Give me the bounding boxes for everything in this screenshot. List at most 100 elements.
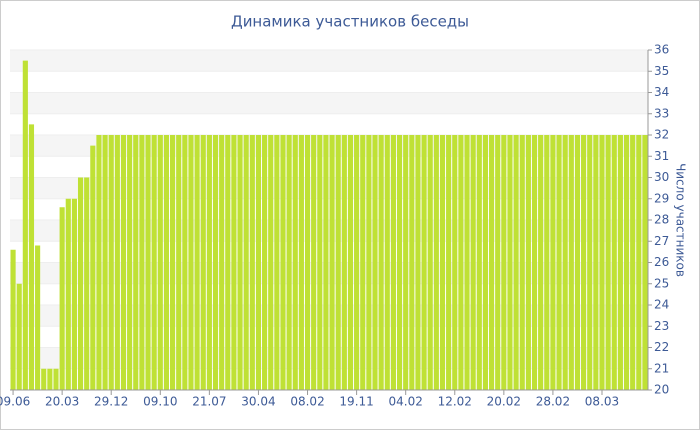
chart-title: Динамика участников беседы — [231, 13, 469, 31]
bar — [538, 135, 544, 390]
bar — [495, 135, 501, 390]
grid-band — [10, 92, 648, 114]
bar — [347, 135, 354, 390]
bar — [268, 135, 274, 390]
bar — [421, 135, 427, 390]
bar — [16, 283, 22, 390]
bar — [403, 135, 409, 390]
bar — [372, 135, 378, 390]
bar — [35, 245, 41, 390]
grid-band — [10, 347, 648, 369]
y-axis-label: Число участников — [674, 163, 688, 277]
bar — [90, 145, 96, 390]
x-tick-label: 30.04 — [241, 395, 275, 409]
x-tick-label: 08.02 — [290, 395, 324, 409]
bar — [476, 135, 482, 390]
bar — [396, 135, 403, 390]
y-tick-label: 34 — [654, 85, 669, 99]
bar — [354, 135, 360, 390]
y-tick-label: 33 — [654, 106, 669, 120]
x-tick-label: 09.10 — [143, 395, 177, 409]
bar — [556, 135, 562, 390]
y-tick-label: 30 — [654, 170, 669, 184]
bar — [458, 135, 464, 390]
bar — [298, 135, 304, 390]
bar — [292, 135, 298, 390]
bar — [212, 135, 219, 390]
bar — [335, 135, 341, 390]
bar — [464, 135, 470, 390]
bar — [280, 135, 286, 390]
x-tick-label: 12.02 — [438, 395, 472, 409]
bar — [366, 135, 372, 390]
bar — [77, 177, 84, 390]
bar — [200, 135, 206, 390]
y-tick-label: 32 — [654, 128, 669, 142]
x-tick-label: 08.03 — [585, 395, 619, 409]
bar — [636, 135, 642, 390]
y-tick-label: 20 — [654, 383, 669, 397]
bar — [151, 135, 157, 390]
bar — [127, 135, 133, 390]
bar — [599, 135, 605, 390]
bar — [605, 135, 611, 390]
bar — [525, 135, 531, 390]
bar — [446, 135, 452, 390]
bar — [182, 135, 188, 390]
y-tick-label: 29 — [654, 191, 669, 205]
bar — [568, 135, 574, 390]
y-tick-label: 24 — [654, 298, 669, 312]
bar — [53, 368, 59, 390]
bar — [84, 177, 90, 390]
bar — [593, 135, 599, 390]
bar — [581, 135, 587, 390]
bar — [206, 135, 212, 390]
grid-band — [10, 135, 648, 157]
bar — [304, 135, 311, 390]
bar — [225, 135, 231, 390]
bar — [71, 198, 77, 390]
x-tick-label: 20.02 — [487, 395, 521, 409]
bar — [617, 135, 623, 390]
bar — [194, 135, 200, 390]
bar — [163, 135, 169, 390]
bar — [170, 135, 176, 390]
bar — [489, 135, 495, 390]
bar — [433, 135, 439, 390]
bar — [237, 135, 243, 390]
x-tick-label: 04.02 — [389, 395, 423, 409]
bar — [470, 135, 476, 390]
bar — [623, 135, 630, 390]
bar — [176, 135, 182, 390]
x-tick-label: 21.07 — [192, 395, 226, 409]
bar — [231, 135, 237, 390]
bar — [249, 135, 255, 390]
bar — [65, 198, 71, 390]
bar — [139, 135, 145, 390]
x-tick-label: 09.06 — [0, 395, 30, 409]
bar — [360, 135, 366, 390]
bar — [587, 135, 593, 390]
bar — [415, 135, 421, 390]
bar — [439, 135, 446, 390]
bar — [501, 135, 507, 390]
bar — [10, 249, 16, 390]
bar — [286, 135, 292, 390]
bar — [96, 135, 102, 390]
x-tick-label: 20.03 — [45, 395, 79, 409]
bar — [188, 135, 194, 390]
bar — [157, 135, 163, 390]
bar — [390, 135, 396, 390]
x-tick-label: 28.02 — [536, 395, 570, 409]
bar — [311, 135, 317, 390]
y-tick-label: 35 — [654, 64, 669, 78]
y-tick-label: 36 — [654, 43, 669, 57]
y-tick-label: 27 — [654, 234, 669, 248]
bar — [133, 135, 139, 390]
grid-band — [10, 220, 648, 242]
bar — [114, 135, 120, 390]
y-tick-label: 25 — [654, 276, 669, 290]
bar — [519, 135, 525, 390]
bar — [378, 135, 384, 390]
